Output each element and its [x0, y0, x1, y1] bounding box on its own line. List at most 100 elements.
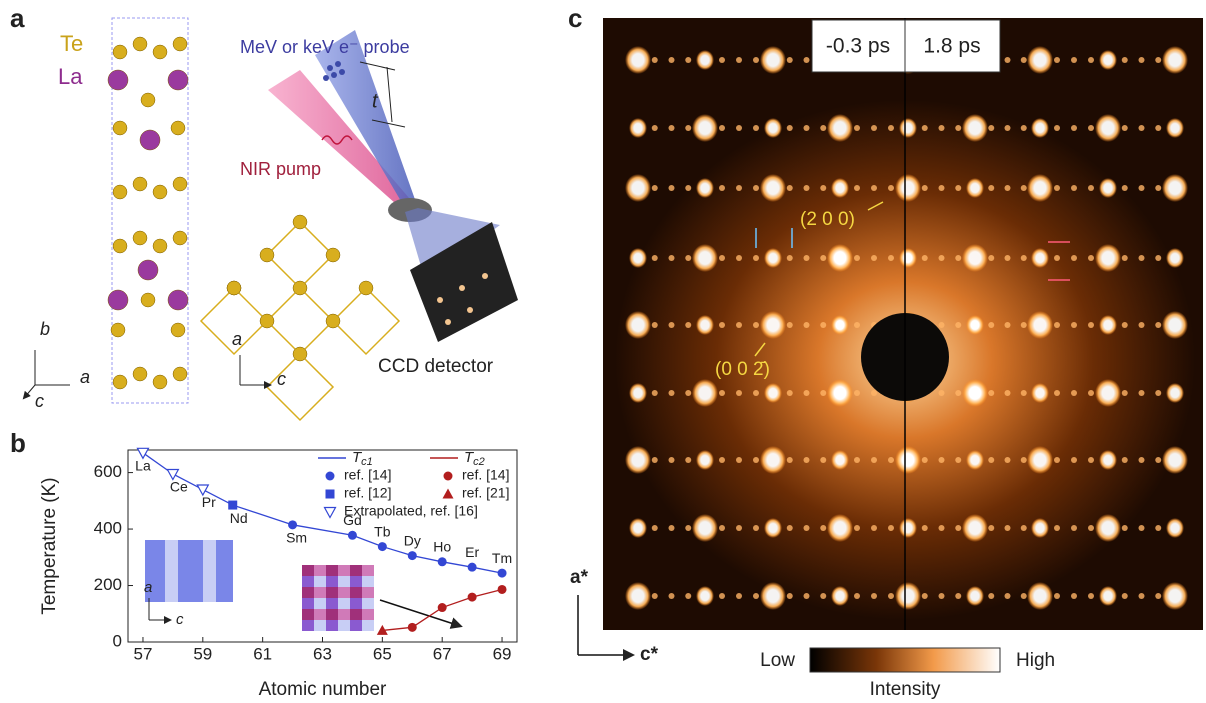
species-label: La	[58, 64, 83, 89]
inset-stripes	[145, 540, 233, 602]
atom	[170, 120, 186, 136]
inset-axis: a	[144, 579, 152, 596]
satellite	[736, 525, 742, 531]
satellite	[719, 322, 725, 328]
atom	[140, 292, 156, 308]
point-label: Er	[465, 544, 479, 560]
satellite	[820, 525, 827, 531]
y-tick-label: 400	[94, 519, 122, 538]
marker	[166, 468, 180, 481]
satellite	[955, 525, 962, 531]
atom	[132, 176, 148, 192]
cell	[350, 565, 362, 576]
atom	[112, 238, 128, 254]
satellite	[1121, 593, 1128, 599]
peak	[962, 379, 988, 407]
satellite	[803, 322, 810, 328]
peak	[827, 114, 853, 142]
satellite-arrows	[1048, 241, 1070, 281]
y-tick-label: 200	[94, 575, 122, 594]
satellite	[1004, 593, 1011, 599]
point-label: Dy	[404, 532, 421, 548]
cell	[350, 620, 362, 631]
satellite	[719, 457, 725, 463]
satellite	[786, 525, 793, 531]
inset-checker	[302, 565, 374, 631]
satellite	[685, 322, 692, 328]
y-tick-label: 600	[94, 462, 122, 481]
detector-label: CCD detector	[378, 356, 494, 377]
satellite	[820, 390, 827, 396]
satellite	[1088, 390, 1094, 396]
atom	[292, 346, 308, 362]
cell	[338, 620, 350, 631]
marker	[325, 489, 335, 499]
axis-label: c*	[640, 644, 659, 665]
satellite	[786, 185, 793, 191]
atom	[170, 322, 186, 338]
legend-label: ref. [14]	[462, 467, 509, 483]
peak	[1095, 114, 1121, 142]
satellite	[1071, 322, 1077, 328]
cell	[350, 598, 362, 609]
panel-b: a c	[144, 540, 463, 631]
x-tick-label: 67	[433, 644, 452, 663]
cell	[326, 565, 338, 576]
peak	[1027, 582, 1053, 610]
satellite	[786, 125, 793, 131]
peak	[1099, 586, 1117, 606]
x-tick-label: 59	[193, 644, 212, 663]
atom	[172, 176, 188, 192]
satellite	[1138, 593, 1145, 599]
atom	[325, 247, 341, 263]
peak	[692, 379, 718, 407]
atom	[152, 184, 168, 200]
cell	[350, 587, 362, 598]
satellite	[719, 57, 725, 63]
cell	[302, 609, 314, 620]
satellite	[988, 125, 995, 131]
atom	[292, 214, 308, 230]
atom	[107, 69, 129, 91]
peak	[1095, 379, 1121, 407]
marker	[323, 506, 337, 519]
satellite	[1004, 255, 1011, 261]
peak	[1166, 383, 1184, 403]
atom	[259, 313, 275, 329]
satellite	[651, 185, 658, 191]
satellite	[1004, 457, 1011, 463]
point-label: Pr	[202, 494, 216, 510]
satellite	[1155, 125, 1162, 131]
satellite	[1071, 390, 1077, 396]
point-label: Sm	[286, 530, 307, 546]
marker	[437, 557, 447, 567]
cell	[350, 609, 362, 620]
cell	[314, 620, 326, 631]
satellite	[1020, 390, 1027, 396]
satellite	[651, 255, 658, 261]
satellite	[1155, 255, 1162, 261]
satellite	[685, 255, 692, 261]
peak	[625, 311, 651, 339]
satellite	[1155, 390, 1162, 396]
peak	[1166, 248, 1184, 268]
cell	[338, 565, 350, 576]
cell	[314, 598, 326, 609]
cell	[314, 565, 326, 576]
atom	[152, 44, 168, 60]
peak	[764, 383, 782, 403]
satellite	[1138, 390, 1145, 396]
satellite-arrows	[755, 228, 793, 248]
axis-label: a	[80, 367, 90, 387]
satellite	[1088, 525, 1094, 531]
satellite	[888, 185, 894, 191]
atom	[132, 366, 148, 382]
satellite	[651, 57, 658, 63]
satellite	[888, 125, 894, 131]
panel-label: a	[10, 3, 25, 33]
panel-label: c	[568, 3, 582, 33]
axes-arrows	[577, 595, 632, 655]
peak	[764, 118, 782, 138]
peak	[899, 118, 917, 138]
satellite	[854, 390, 860, 396]
